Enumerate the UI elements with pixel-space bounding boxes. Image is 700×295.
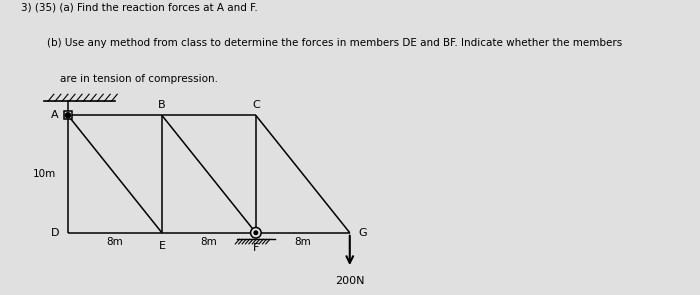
Text: C: C — [252, 100, 260, 110]
Text: (b) Use any method from class to determine the forces in members DE and BF. Indi: (b) Use any method from class to determi… — [21, 38, 622, 48]
Text: 8m: 8m — [106, 237, 123, 247]
Text: B: B — [158, 100, 166, 110]
Text: are in tension of compression.: are in tension of compression. — [21, 74, 218, 84]
Text: A: A — [51, 110, 59, 120]
Text: 10m: 10m — [33, 169, 56, 179]
Text: 200N: 200N — [335, 276, 365, 286]
Text: 8m: 8m — [295, 237, 312, 247]
Text: 3) (35) (a) Find the reaction forces at A and F.: 3) (35) (a) Find the reaction forces at … — [21, 3, 258, 13]
Text: 8m: 8m — [200, 237, 217, 247]
Text: E: E — [158, 241, 165, 251]
Circle shape — [65, 113, 71, 118]
Circle shape — [251, 227, 261, 238]
Text: D: D — [51, 228, 60, 238]
Circle shape — [254, 231, 258, 235]
Bar — [64, 111, 72, 119]
Text: F: F — [253, 243, 259, 253]
Text: G: G — [358, 228, 367, 238]
